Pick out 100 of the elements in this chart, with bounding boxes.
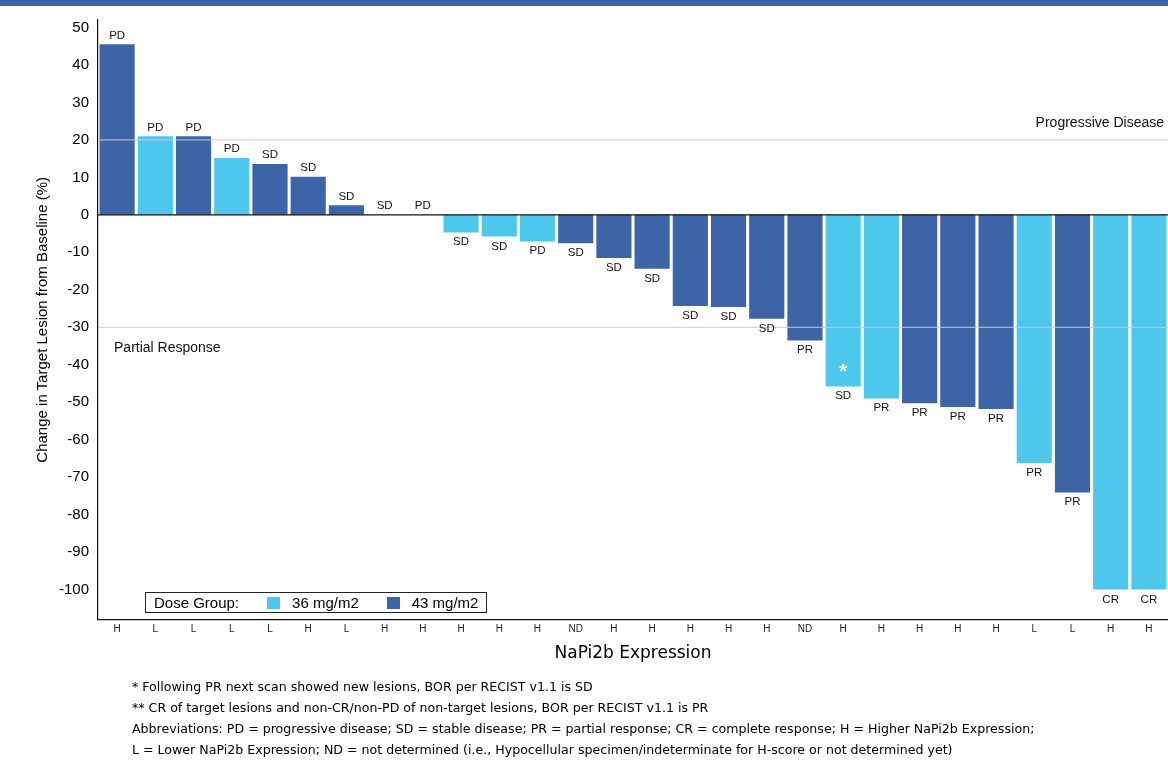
x-tick-label: H: [113, 623, 121, 635]
data-label: SD: [338, 189, 355, 202]
data-label: SD: [644, 271, 661, 284]
bar: [214, 157, 250, 215]
data-label: PR: [873, 401, 890, 414]
legend-label: 43 mg/m2: [411, 594, 479, 611]
bar: [672, 214, 708, 306]
data-label: PD: [414, 199, 431, 212]
x-tick-label: L: [152, 623, 159, 635]
y-tick-label: 0: [80, 205, 90, 223]
data-label: PD: [185, 120, 202, 133]
bar: [902, 214, 938, 404]
data-label: PD: [529, 244, 546, 257]
data-label: CR: [1140, 592, 1158, 605]
bar: [99, 44, 135, 215]
bar: [940, 214, 976, 408]
bar: [481, 214, 517, 237]
bar: [863, 214, 899, 399]
x-tick-label: L: [1031, 623, 1038, 635]
bar: [825, 214, 861, 387]
data-label: PD: [147, 120, 164, 133]
data-label: SD: [835, 389, 852, 402]
ref-line-label: Partial Response: [114, 339, 221, 356]
x-tick-label: H: [495, 623, 503, 635]
bar: [519, 214, 556, 242]
data-label: PD: [109, 28, 126, 41]
bar: [787, 214, 823, 341]
y-tick-label: -90: [67, 542, 90, 560]
bar: [749, 214, 785, 319]
x-tick-label: ND: [797, 623, 813, 635]
y-tick-label: -10: [67, 242, 90, 260]
ref-line-label: Progressive Disease: [1035, 113, 1165, 130]
x-tick-label: H: [533, 623, 542, 635]
data-label: SD: [605, 260, 622, 273]
y-tick-label: -100: [58, 579, 90, 597]
legend-title: Dose Group:: [154, 594, 240, 611]
y-tick-label: 10: [72, 167, 90, 185]
y-tick-label: -20: [67, 279, 90, 297]
x-tick-label: H: [686, 623, 694, 635]
x-tick-label: H: [877, 623, 886, 635]
x-tick-label: ND: [568, 623, 583, 635]
text: * Following PR next scan showed new lesions, BOR per RECIST v1.1 is SD: [132, 678, 594, 696]
x-tick-label: H: [648, 623, 656, 635]
data-label: SD: [682, 308, 699, 321]
bar: [710, 214, 747, 308]
bar: [1016, 214, 1052, 463]
x-tick-label: H: [419, 623, 427, 635]
bar: [634, 214, 670, 269]
x-tick-label: L: [190, 623, 197, 635]
text: Abbreviations: PD = progressive disease; SD = stable disease; PR = partial response; CR = complete response; H = Higher NaPi2b Expression;: [132, 720, 1035, 738]
x-tick-label: L: [228, 623, 235, 635]
data-label: CR: [1102, 592, 1119, 605]
y-tick-label: -60: [67, 429, 90, 447]
bar: [1131, 214, 1167, 590]
x-tick-label: L: [267, 623, 274, 635]
y-tick-label: 20: [72, 130, 90, 148]
y-tick-label: 30: [72, 92, 90, 110]
data-label: PR: [911, 406, 928, 419]
data-label: SD: [261, 148, 278, 161]
x-tick-label: H: [992, 623, 1000, 635]
text: L = Lower NaPi2b Expression; ND = not determined (i.e., Hypocellular specimen/indeterminate for H-score or not determined yet): [132, 741, 954, 759]
x-tick-label: H: [916, 623, 924, 635]
data-label: PR: [796, 343, 813, 356]
data-label: PD: [223, 142, 240, 155]
bar: [558, 214, 594, 244]
data-label: PR: [1026, 465, 1043, 478]
x-tick-label: H: [724, 623, 733, 635]
bar: [1093, 214, 1129, 590]
x-tick-label: H: [1145, 623, 1153, 635]
x-tick-label: H: [304, 623, 312, 635]
data-label: SD: [300, 161, 317, 174]
data-label: PR: [988, 411, 1005, 424]
x-tick-label: H: [1107, 623, 1115, 635]
data-label: PR: [1064, 495, 1081, 508]
bar: [328, 205, 364, 215]
y-tick-label: 40: [72, 55, 90, 73]
x-tick-label: H: [457, 623, 465, 635]
bar: [252, 163, 288, 215]
annotation: *: [839, 360, 848, 383]
x-tick-label: H: [381, 623, 389, 635]
y-tick-label: -30: [67, 317, 90, 335]
y-axis-title: Change in Target Lesion from Baseline (%): [33, 176, 51, 463]
x-tick-label: L: [1069, 623, 1076, 635]
text: ** CR of target lesions and non-CR/non-PD of non-target lesions, BOR per RECIST v1.1 is PR: [132, 699, 710, 717]
y-tick-label: -50: [67, 392, 90, 410]
x-tick-label: H: [610, 623, 618, 635]
bar: [1054, 214, 1091, 493]
data-label: SD: [720, 309, 737, 322]
x-axis-title: NaPi2b Expression: [554, 642, 712, 663]
bar: [137, 136, 173, 215]
legend-label: 36 mg/m2: [292, 594, 359, 611]
data-label: SD: [567, 246, 584, 259]
bar: [596, 214, 632, 258]
y-tick-label: -40: [67, 354, 90, 372]
y-tick-label: -70: [67, 467, 90, 485]
y-tick-label: 50: [72, 17, 90, 35]
data-label: SD: [453, 235, 470, 248]
x-tick-label: H: [763, 623, 771, 635]
bar: [443, 214, 479, 233]
y-tick-label: -80: [67, 504, 90, 522]
